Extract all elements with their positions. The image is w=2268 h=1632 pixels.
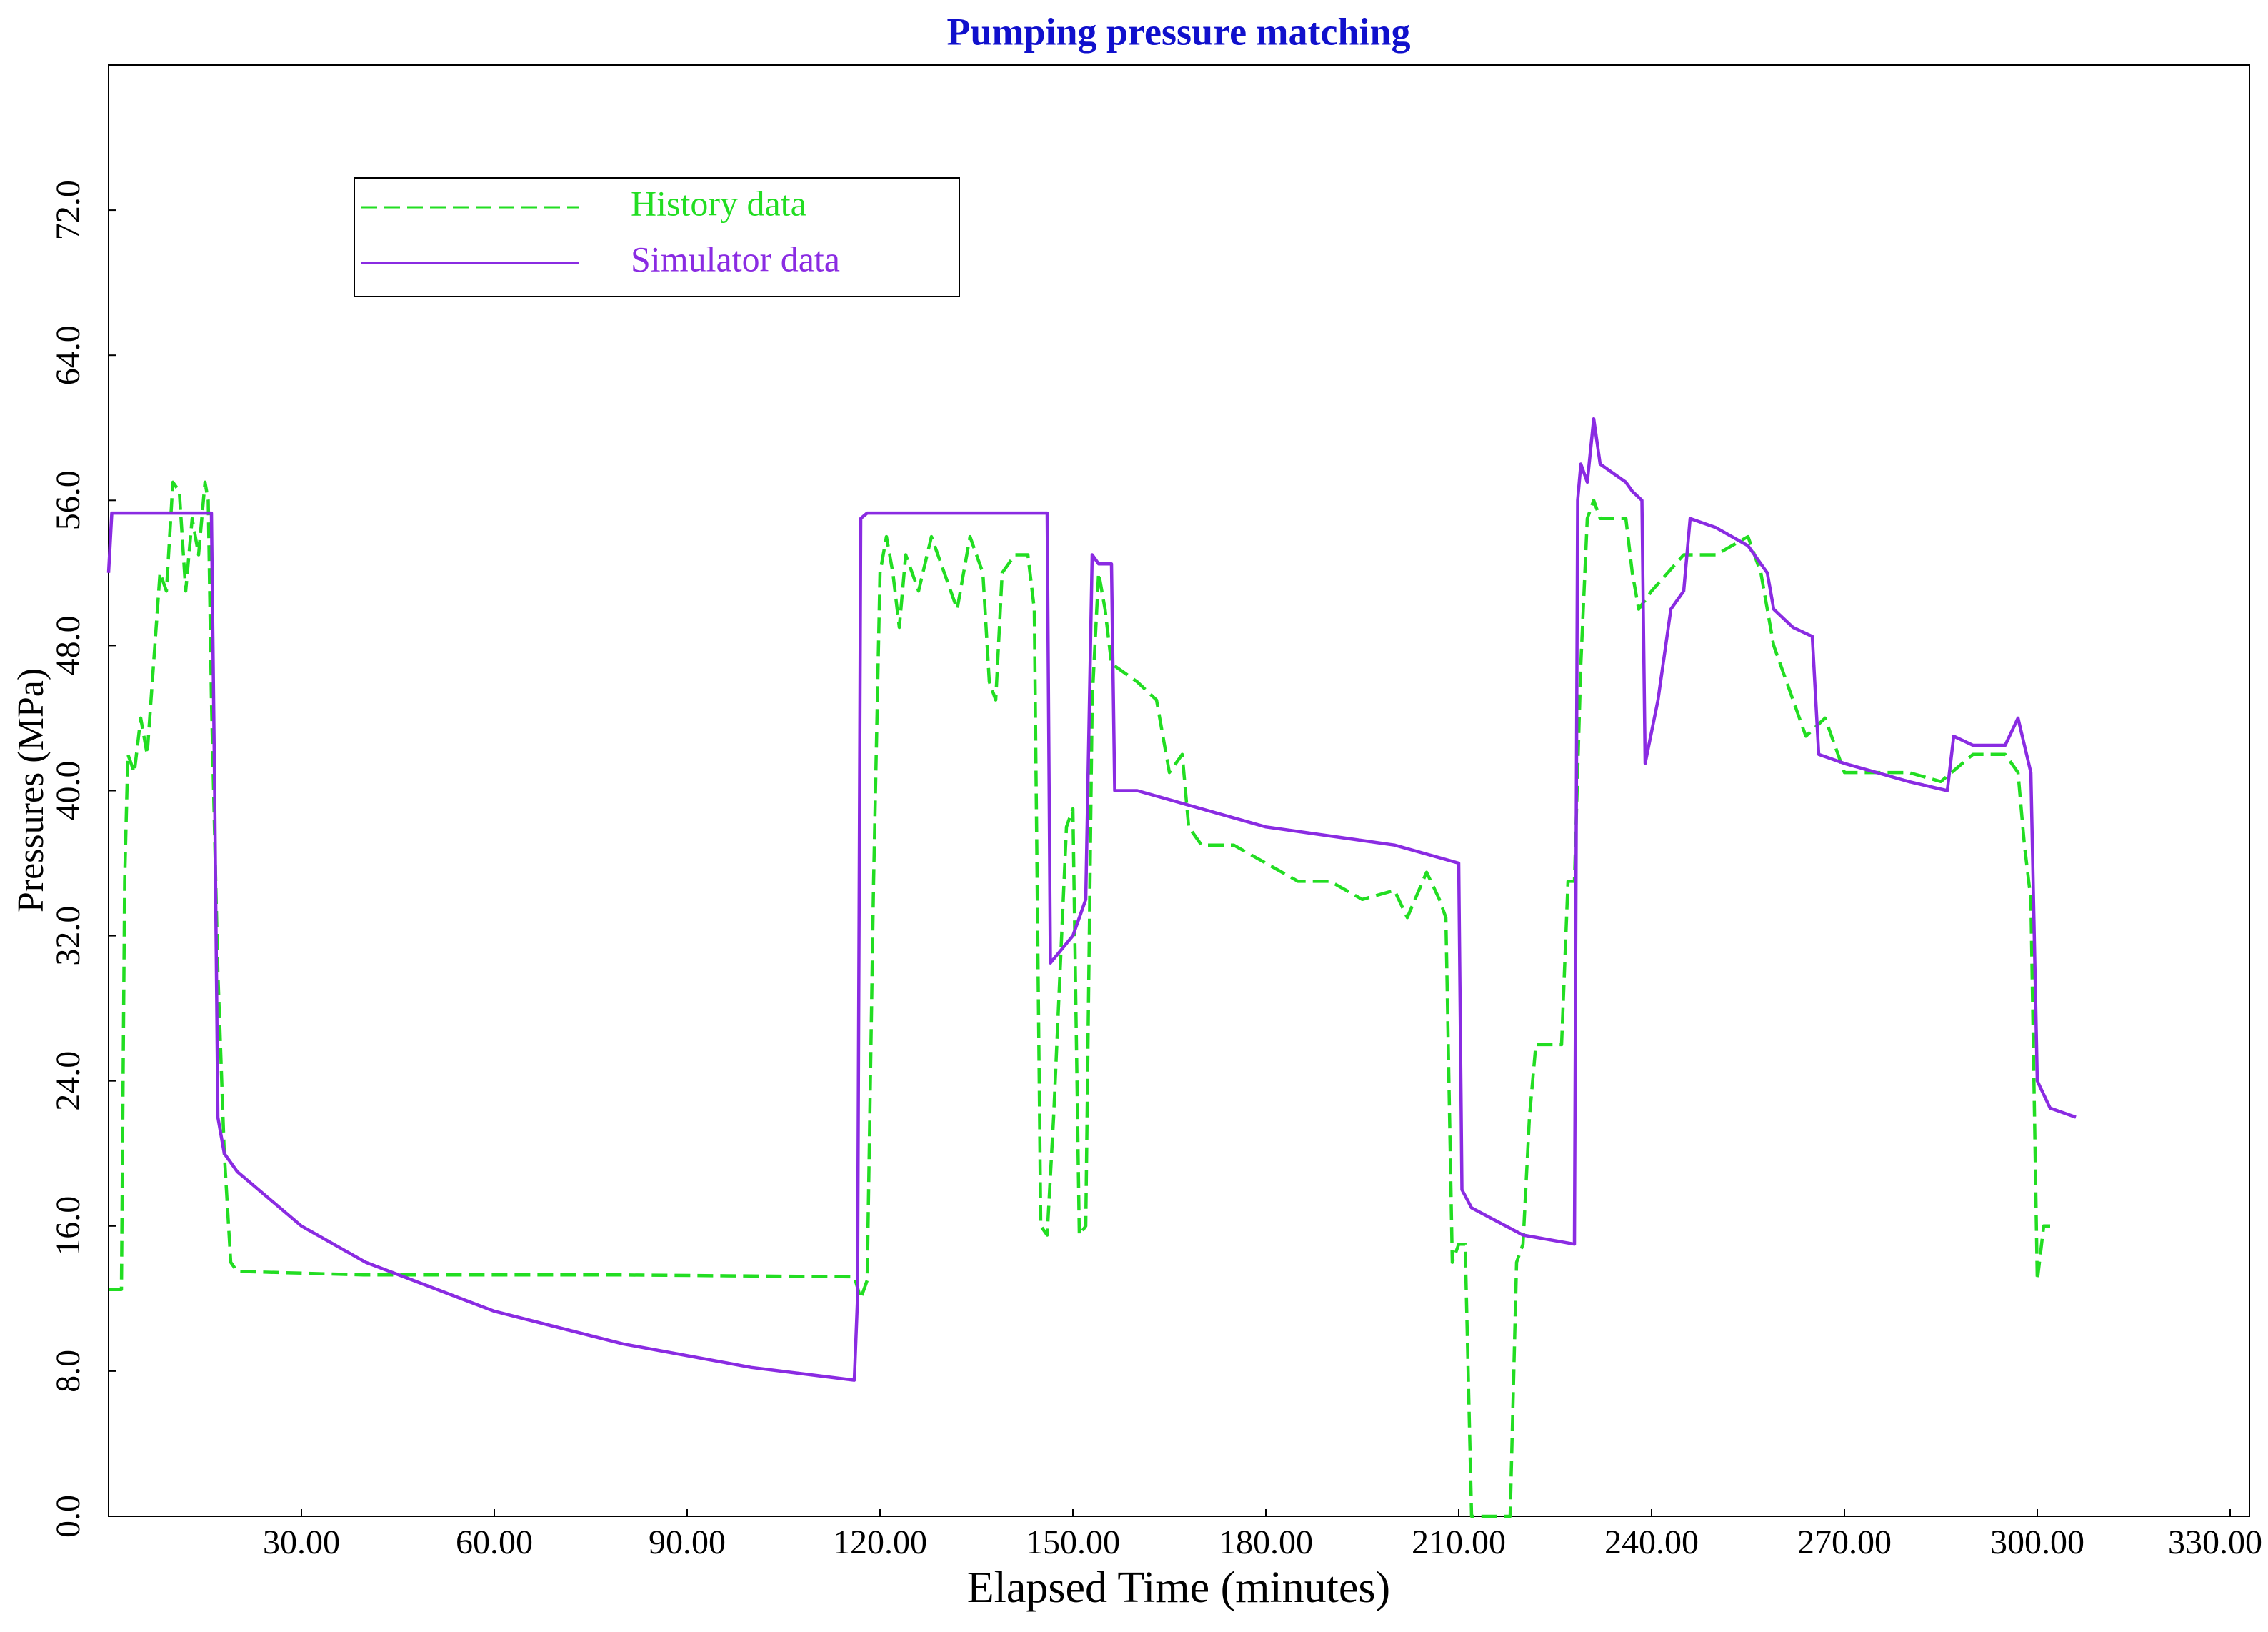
x-tick-label: 210.00 (1412, 1523, 1506, 1561)
y-tick-label: 8.0 (49, 1350, 87, 1393)
y-tick-label: 32.0 (49, 906, 87, 966)
y-axis-label: Pressures (MPa) (11, 668, 51, 912)
y-tick-label: 64.0 (49, 325, 87, 385)
x-tick-label: 330.00 (2168, 1523, 2262, 1561)
y-tick-label: 16.0 (49, 1196, 87, 1256)
series-line (106, 417, 2077, 1382)
y-tick-label: 56.0 (49, 470, 87, 530)
legend-box (354, 177, 960, 297)
x-tick-label: 150.00 (1026, 1523, 1120, 1561)
legend-label: Simulator data (631, 239, 840, 279)
x-tick-label: 300.00 (1990, 1523, 2084, 1561)
x-tick-label: 270.00 (1797, 1523, 1892, 1561)
x-tick-label: 240.00 (1604, 1523, 1699, 1561)
x-tick-label: 60.00 (456, 1523, 533, 1561)
x-axis-label: Elapsed Time (minutes) (967, 1563, 1390, 1612)
y-tick-label: 0.0 (49, 1495, 87, 1538)
y-tick-label: 40.0 (49, 761, 87, 821)
x-tick-label: 30.00 (263, 1523, 340, 1561)
y-tick-label: 72.0 (49, 180, 87, 240)
legend-label: History data (631, 183, 806, 223)
x-tick-label: 90.00 (649, 1523, 726, 1561)
chart-title: Pumping pressure matching (946, 10, 1410, 53)
x-tick-label: 180.00 (1219, 1523, 1313, 1561)
y-tick-label: 24.0 (49, 1051, 87, 1111)
y-tick-label: 48.0 (49, 615, 87, 675)
x-tick-label: 120.00 (833, 1523, 927, 1561)
